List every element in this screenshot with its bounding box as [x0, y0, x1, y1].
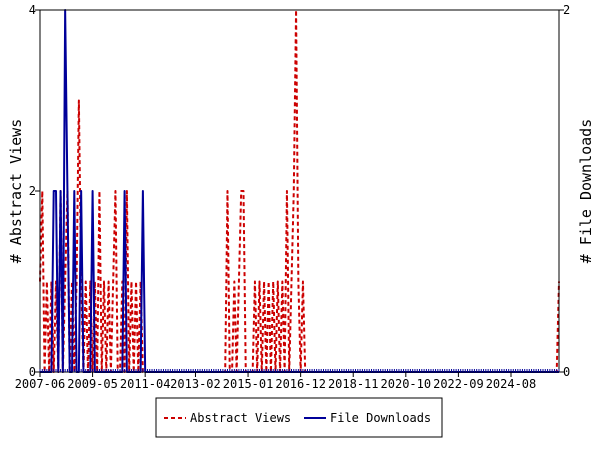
y-right-tick-label: 0	[563, 365, 570, 379]
legend: Abstract Views File Downloads	[155, 397, 443, 438]
y-left-tick-label: 4	[29, 3, 36, 17]
x-tick-label: 2013-02	[170, 377, 221, 391]
y-axis-right: 02	[559, 3, 570, 379]
x-tick-label: 2007-06	[15, 377, 66, 391]
y-axis-right-title: # File Downloads	[577, 119, 595, 264]
x-tick-label: 2022-09	[433, 377, 484, 391]
series-line-abstract-views	[39, 9, 560, 373]
legend-box	[155, 397, 443, 438]
x-axis: 2007-06 2009-05 2011-04 2013-02 2015-01 2016-…	[15, 369, 560, 391]
legend-label-file-downloads: File Downloads	[330, 411, 431, 425]
y-left-tick-label: 0	[29, 365, 36, 379]
x-tick-label: 2016-12	[275, 377, 326, 391]
y-axis-left-title: # Abstract Views	[7, 119, 25, 264]
y-right-tick-label: 2	[563, 3, 570, 17]
x-tick-label: 2015-01	[223, 377, 274, 391]
y-axis-left: 0 2 4	[29, 3, 40, 379]
plot-area	[39, 9, 560, 373]
legend-label-abstract-views: Abstract Views	[190, 411, 291, 425]
x-tick-label: 2020-10	[381, 377, 432, 391]
x-tick-label: 2009-05	[67, 377, 118, 391]
x-tick-label: 2024-08	[486, 377, 537, 391]
x-tick-label: 2018-11	[328, 377, 379, 391]
x-tick-label: 2011-04	[120, 377, 171, 391]
y-left-tick-label: 2	[29, 184, 36, 198]
